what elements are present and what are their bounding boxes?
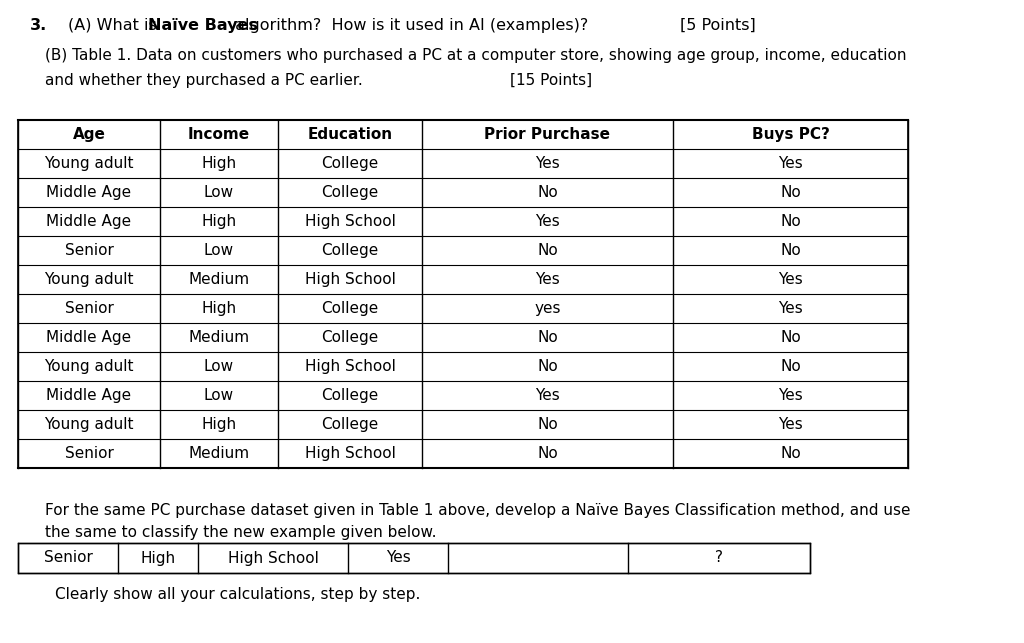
Text: High: High bbox=[202, 156, 237, 171]
Text: High: High bbox=[140, 550, 175, 565]
Text: High: High bbox=[202, 214, 237, 229]
Text: Prior Purchase: Prior Purchase bbox=[484, 127, 610, 142]
Text: Yes: Yes bbox=[778, 272, 803, 287]
Text: Young adult: Young adult bbox=[44, 417, 134, 432]
Text: Low: Low bbox=[204, 388, 234, 403]
Text: Yes: Yes bbox=[778, 156, 803, 171]
Text: No: No bbox=[538, 446, 558, 461]
Text: Yes: Yes bbox=[536, 272, 560, 287]
Text: No: No bbox=[538, 417, 558, 432]
Text: No: No bbox=[780, 243, 801, 258]
Text: ?: ? bbox=[715, 550, 723, 565]
Text: Yes: Yes bbox=[536, 214, 560, 229]
Text: Yes: Yes bbox=[778, 388, 803, 403]
Text: No: No bbox=[780, 330, 801, 345]
Text: yes: yes bbox=[535, 301, 561, 316]
Text: Clearly show all your calculations, step by step.: Clearly show all your calculations, step… bbox=[55, 587, 421, 602]
Text: College: College bbox=[322, 185, 379, 200]
Text: the same to classify the new example given below.: the same to classify the new example giv… bbox=[45, 525, 436, 540]
Text: Young adult: Young adult bbox=[44, 272, 134, 287]
Text: High School: High School bbox=[304, 214, 395, 229]
Text: 3.: 3. bbox=[30, 18, 47, 33]
Text: No: No bbox=[780, 185, 801, 200]
Text: algorithm?  How is it used in AI (examples)?: algorithm? How is it used in AI (example… bbox=[230, 18, 588, 33]
Text: Middle Age: Middle Age bbox=[46, 388, 131, 403]
Text: (A) What is: (A) What is bbox=[68, 18, 162, 33]
Text: No: No bbox=[538, 359, 558, 374]
Text: Education: Education bbox=[307, 127, 392, 142]
Text: Young adult: Young adult bbox=[44, 156, 134, 171]
Text: Age: Age bbox=[73, 127, 105, 142]
Text: High: High bbox=[202, 301, 237, 316]
Text: College: College bbox=[322, 417, 379, 432]
Text: Young adult: Young adult bbox=[44, 359, 134, 374]
Text: [5 Points]: [5 Points] bbox=[680, 18, 756, 33]
Text: College: College bbox=[322, 243, 379, 258]
Text: College: College bbox=[322, 388, 379, 403]
Text: Low: Low bbox=[204, 185, 234, 200]
Text: Senior: Senior bbox=[44, 550, 92, 565]
Text: College: College bbox=[322, 156, 379, 171]
Text: Senior: Senior bbox=[65, 301, 114, 316]
Text: (B) Table 1. Data on customers who purchased a PC at a computer store, showing a: (B) Table 1. Data on customers who purch… bbox=[45, 48, 906, 63]
Text: Senior: Senior bbox=[65, 446, 114, 461]
Text: No: No bbox=[538, 243, 558, 258]
Text: and whether they purchased a PC earlier.: and whether they purchased a PC earlier. bbox=[45, 73, 362, 88]
Text: For the same PC purchase dataset given in Table 1 above, develop a Naïve Bayes C: For the same PC purchase dataset given i… bbox=[45, 503, 910, 518]
Text: Yes: Yes bbox=[386, 550, 411, 565]
Text: High School: High School bbox=[304, 272, 395, 287]
Text: Low: Low bbox=[204, 359, 234, 374]
Text: No: No bbox=[780, 214, 801, 229]
Text: College: College bbox=[322, 301, 379, 316]
Text: No: No bbox=[538, 330, 558, 345]
Text: Income: Income bbox=[188, 127, 250, 142]
Text: Yes: Yes bbox=[778, 417, 803, 432]
Text: College: College bbox=[322, 330, 379, 345]
Text: Middle Age: Middle Age bbox=[46, 330, 131, 345]
Text: Middle Age: Middle Age bbox=[46, 185, 131, 200]
Bar bbox=[18, 120, 908, 468]
Text: Yes: Yes bbox=[778, 301, 803, 316]
Text: High School: High School bbox=[227, 550, 318, 565]
Text: No: No bbox=[780, 359, 801, 374]
Text: Middle Age: Middle Age bbox=[46, 214, 131, 229]
Text: No: No bbox=[538, 185, 558, 200]
Text: Yes: Yes bbox=[536, 388, 560, 403]
Text: Senior: Senior bbox=[65, 243, 114, 258]
Bar bbox=[18, 543, 810, 573]
Text: Low: Low bbox=[204, 243, 234, 258]
Text: High School: High School bbox=[304, 359, 395, 374]
Text: Buys PC?: Buys PC? bbox=[752, 127, 829, 142]
Text: Naïve Bayes: Naïve Bayes bbox=[148, 18, 258, 33]
Text: Yes: Yes bbox=[536, 156, 560, 171]
Text: [15 Points]: [15 Points] bbox=[510, 73, 592, 88]
Text: No: No bbox=[780, 446, 801, 461]
Text: Medium: Medium bbox=[188, 446, 250, 461]
Text: High School: High School bbox=[304, 446, 395, 461]
Text: Medium: Medium bbox=[188, 330, 250, 345]
Text: Medium: Medium bbox=[188, 272, 250, 287]
Text: High: High bbox=[202, 417, 237, 432]
